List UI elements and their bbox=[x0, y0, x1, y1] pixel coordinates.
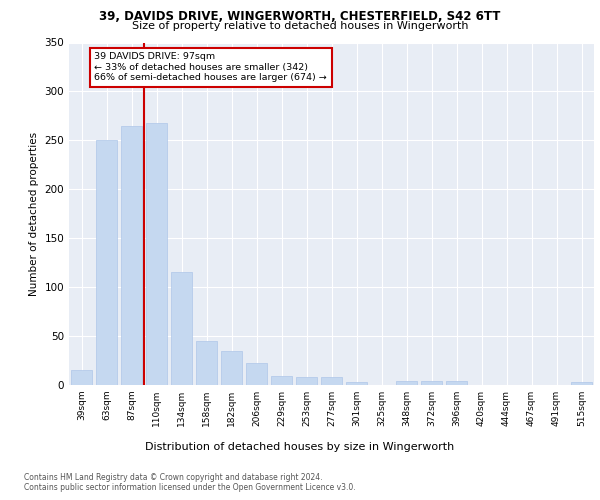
Bar bbox=[296, 377, 317, 385]
Bar bbox=[221, 351, 242, 385]
Text: Distribution of detached houses by size in Wingerworth: Distribution of detached houses by size … bbox=[145, 442, 455, 452]
Bar bbox=[121, 126, 142, 385]
Bar bbox=[446, 381, 467, 385]
Bar bbox=[171, 272, 192, 385]
Bar bbox=[421, 381, 442, 385]
Text: Size of property relative to detached houses in Wingerworth: Size of property relative to detached ho… bbox=[132, 21, 468, 31]
Bar bbox=[196, 341, 217, 385]
Bar bbox=[271, 376, 292, 385]
Text: 39, DAVIDS DRIVE, WINGERWORTH, CHESTERFIELD, S42 6TT: 39, DAVIDS DRIVE, WINGERWORTH, CHESTERFI… bbox=[100, 10, 500, 23]
Bar bbox=[346, 382, 367, 385]
Text: 39 DAVIDS DRIVE: 97sqm
← 33% of detached houses are smaller (342)
66% of semi-de: 39 DAVIDS DRIVE: 97sqm ← 33% of detached… bbox=[95, 52, 327, 82]
Text: Contains HM Land Registry data © Crown copyright and database right 2024.: Contains HM Land Registry data © Crown c… bbox=[24, 472, 323, 482]
Y-axis label: Number of detached properties: Number of detached properties bbox=[29, 132, 39, 296]
Bar bbox=[96, 140, 117, 385]
Bar bbox=[396, 381, 417, 385]
Text: Contains public sector information licensed under the Open Government Licence v3: Contains public sector information licen… bbox=[24, 482, 356, 492]
Bar bbox=[321, 377, 342, 385]
Bar bbox=[246, 364, 267, 385]
Bar bbox=[571, 382, 592, 385]
Bar bbox=[71, 370, 92, 385]
Bar bbox=[146, 122, 167, 385]
